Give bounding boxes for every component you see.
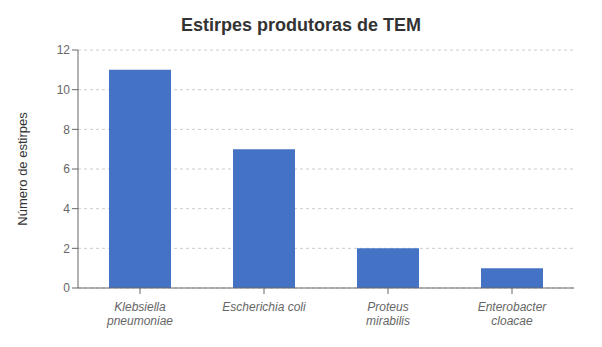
svg-text:2: 2 — [63, 242, 70, 256]
svg-text:0: 0 — [63, 281, 70, 295]
svg-text:Número de estirpes: Número de estirpes — [15, 112, 30, 226]
svg-text:Escherichia coli: Escherichia coli — [222, 300, 306, 314]
svg-text:10: 10 — [57, 83, 71, 97]
svg-text:Proteusmirabilis: Proteusmirabilis — [366, 300, 410, 328]
svg-text:4: 4 — [63, 202, 70, 216]
svg-text:12: 12 — [57, 43, 71, 57]
svg-text:Klebsiellapneumoniae: Klebsiellapneumoniae — [106, 300, 173, 328]
html-text:Estirpes produtoras de TEM: Estirpes produtoras de TEM — [181, 15, 421, 35]
svg-text:8: 8 — [63, 123, 70, 137]
svg-text:6: 6 — [63, 162, 70, 176]
svg-text:Enterobactercloacae: Enterobactercloacae — [478, 300, 548, 328]
